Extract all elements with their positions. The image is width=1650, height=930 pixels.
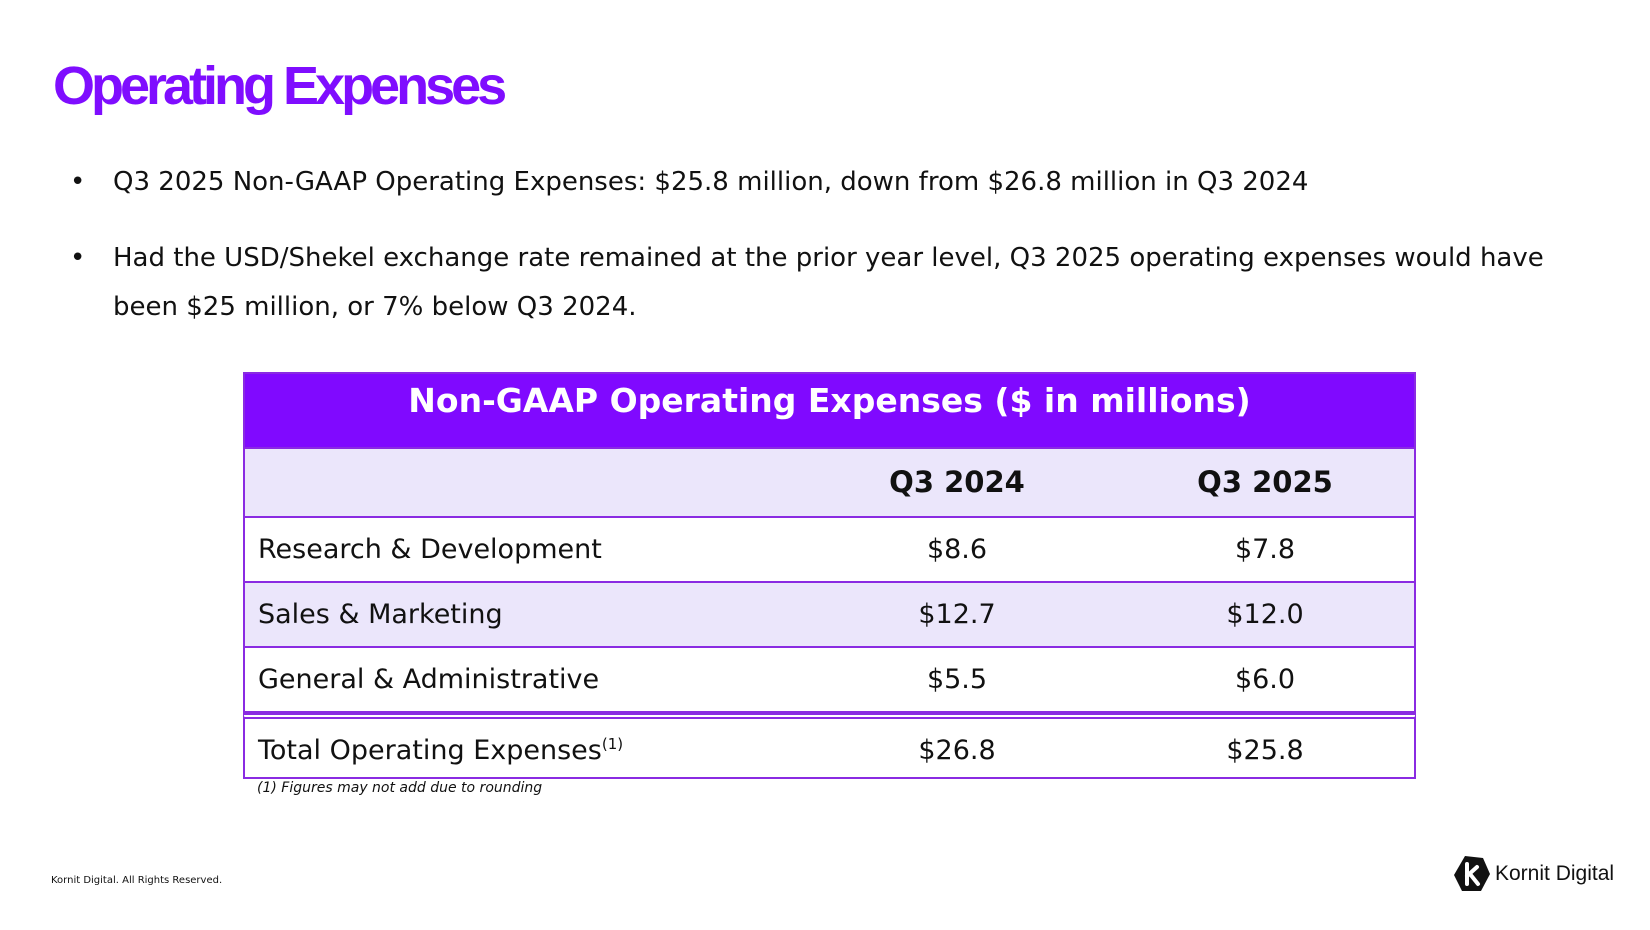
cell: $6.0 bbox=[1234, 664, 1296, 695]
total-row: Total Operating Expenses(1) $26.8 $25.8 bbox=[243, 713, 1416, 779]
bullet: Q3 2025 Non-GAAP Operating Expenses: $25… bbox=[70, 158, 1570, 207]
cell: $12.0 bbox=[1226, 599, 1304, 630]
footnote: (1) Figures may not add due to rounding bbox=[257, 780, 543, 796]
empty-cell bbox=[245, 449, 802, 465]
row-label: Sales & Marketing bbox=[258, 599, 503, 630]
copyright: Kornit Digital. All Rights Reserved. bbox=[51, 875, 223, 886]
logo-icon bbox=[1454, 856, 1490, 891]
header-row: Q3 2024 Q3 2025 bbox=[243, 449, 1416, 518]
page-title: Operating Expenses bbox=[53, 56, 507, 116]
row-label: Total Operating Expenses(1) bbox=[245, 719, 802, 766]
table-row: Sales & Marketing $12.7 $12.0 bbox=[243, 583, 1416, 648]
table-row: General & Administrative $5.5 $6.0 bbox=[243, 648, 1416, 713]
table-title: Non-GAAP Operating Expenses ($ in millio… bbox=[243, 372, 1416, 449]
table: Non-GAAP Operating Expenses ($ in millio… bbox=[243, 372, 1416, 779]
row-label: General & Administrative bbox=[258, 664, 600, 695]
column-header: Q3 2024 bbox=[889, 465, 1025, 499]
row-label: Research & Development bbox=[258, 534, 602, 565]
cell: $25.8 bbox=[1226, 735, 1304, 766]
bullet-list: Q3 2025 Non-GAAP Operating Expenses: $25… bbox=[70, 158, 1570, 359]
cell: $26.8 bbox=[918, 735, 996, 766]
logo: Kornit Digital bbox=[1453, 855, 1614, 893]
cell: $12.7 bbox=[918, 599, 996, 630]
cell: $5.5 bbox=[926, 664, 988, 695]
column-header: Q3 2025 bbox=[1197, 465, 1333, 499]
total-label: Total Operating Expenses bbox=[258, 735, 602, 766]
cell: $7.8 bbox=[1234, 534, 1296, 565]
logo-text: Kornit Digital bbox=[1495, 862, 1615, 885]
cell: $8.6 bbox=[926, 534, 988, 565]
table-row: Research & Development $8.6 $7.8 bbox=[243, 518, 1416, 583]
bullet: Had the USD/Shekel exchange rate remaine… bbox=[70, 234, 1570, 332]
footnote-ref: (1) bbox=[601, 735, 624, 753]
